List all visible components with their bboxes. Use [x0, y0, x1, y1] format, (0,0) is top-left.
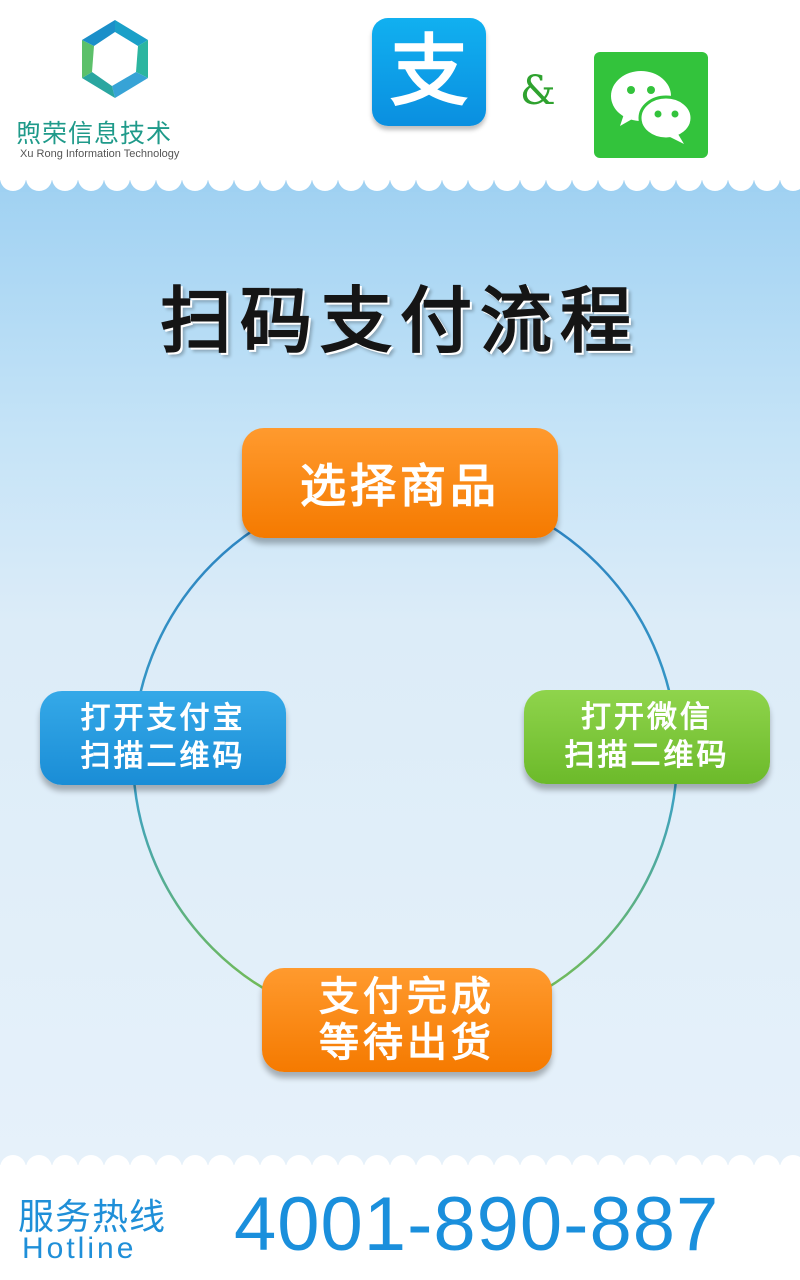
- step-bottom-line-1: 支付完成: [319, 974, 495, 1020]
- alipay-glyph: 支: [389, 27, 468, 117]
- top-scallop-divider: [0, 168, 800, 192]
- step-top-line-1: 选择商品: [300, 459, 500, 513]
- step-left-line-1: 打开支付宝: [80, 701, 246, 736]
- hotline-phone-number[interactable]: 4001-890-887: [234, 1182, 720, 1267]
- hotline-label-cn: 服务热线: [18, 1197, 167, 1238]
- step-left-line-2: 扫描二维码: [80, 739, 246, 774]
- page-title: 扫码支付流程: [159, 279, 640, 363]
- step-right-line-2: 扫描二维码: [564, 738, 730, 773]
- step-select-product: 选择商品: [242, 428, 558, 538]
- step-payment-complete: 支付完成 等待出货: [262, 968, 552, 1072]
- step-right-line-1: 打开微信: [581, 700, 713, 735]
- step-alipay-scan: 打开支付宝 扫描二维码: [40, 691, 286, 785]
- step-bottom-line-2: 等待出货: [319, 1020, 495, 1066]
- alipay-icon: 支: [372, 18, 486, 126]
- ampersand: &: [520, 68, 556, 114]
- footer: [0, 1165, 800, 1280]
- company-name-en: Xu Rong Information Technology: [20, 148, 180, 160]
- bottom-scallop-divider: [0, 1152, 800, 1176]
- logo-icon: [82, 20, 148, 98]
- header: 煦荣信息技术 Xu Rong Information Technology 支 …: [0, 0, 800, 180]
- step-wechat-scan: 打开微信 扫描二维码: [524, 690, 770, 784]
- company-name-cn: 煦荣信息技术: [16, 119, 173, 148]
- hotline-label-en: Hotline: [22, 1232, 137, 1265]
- wechat-bubbles-icon: [611, 71, 694, 144]
- wechat-icon: [594, 52, 708, 158]
